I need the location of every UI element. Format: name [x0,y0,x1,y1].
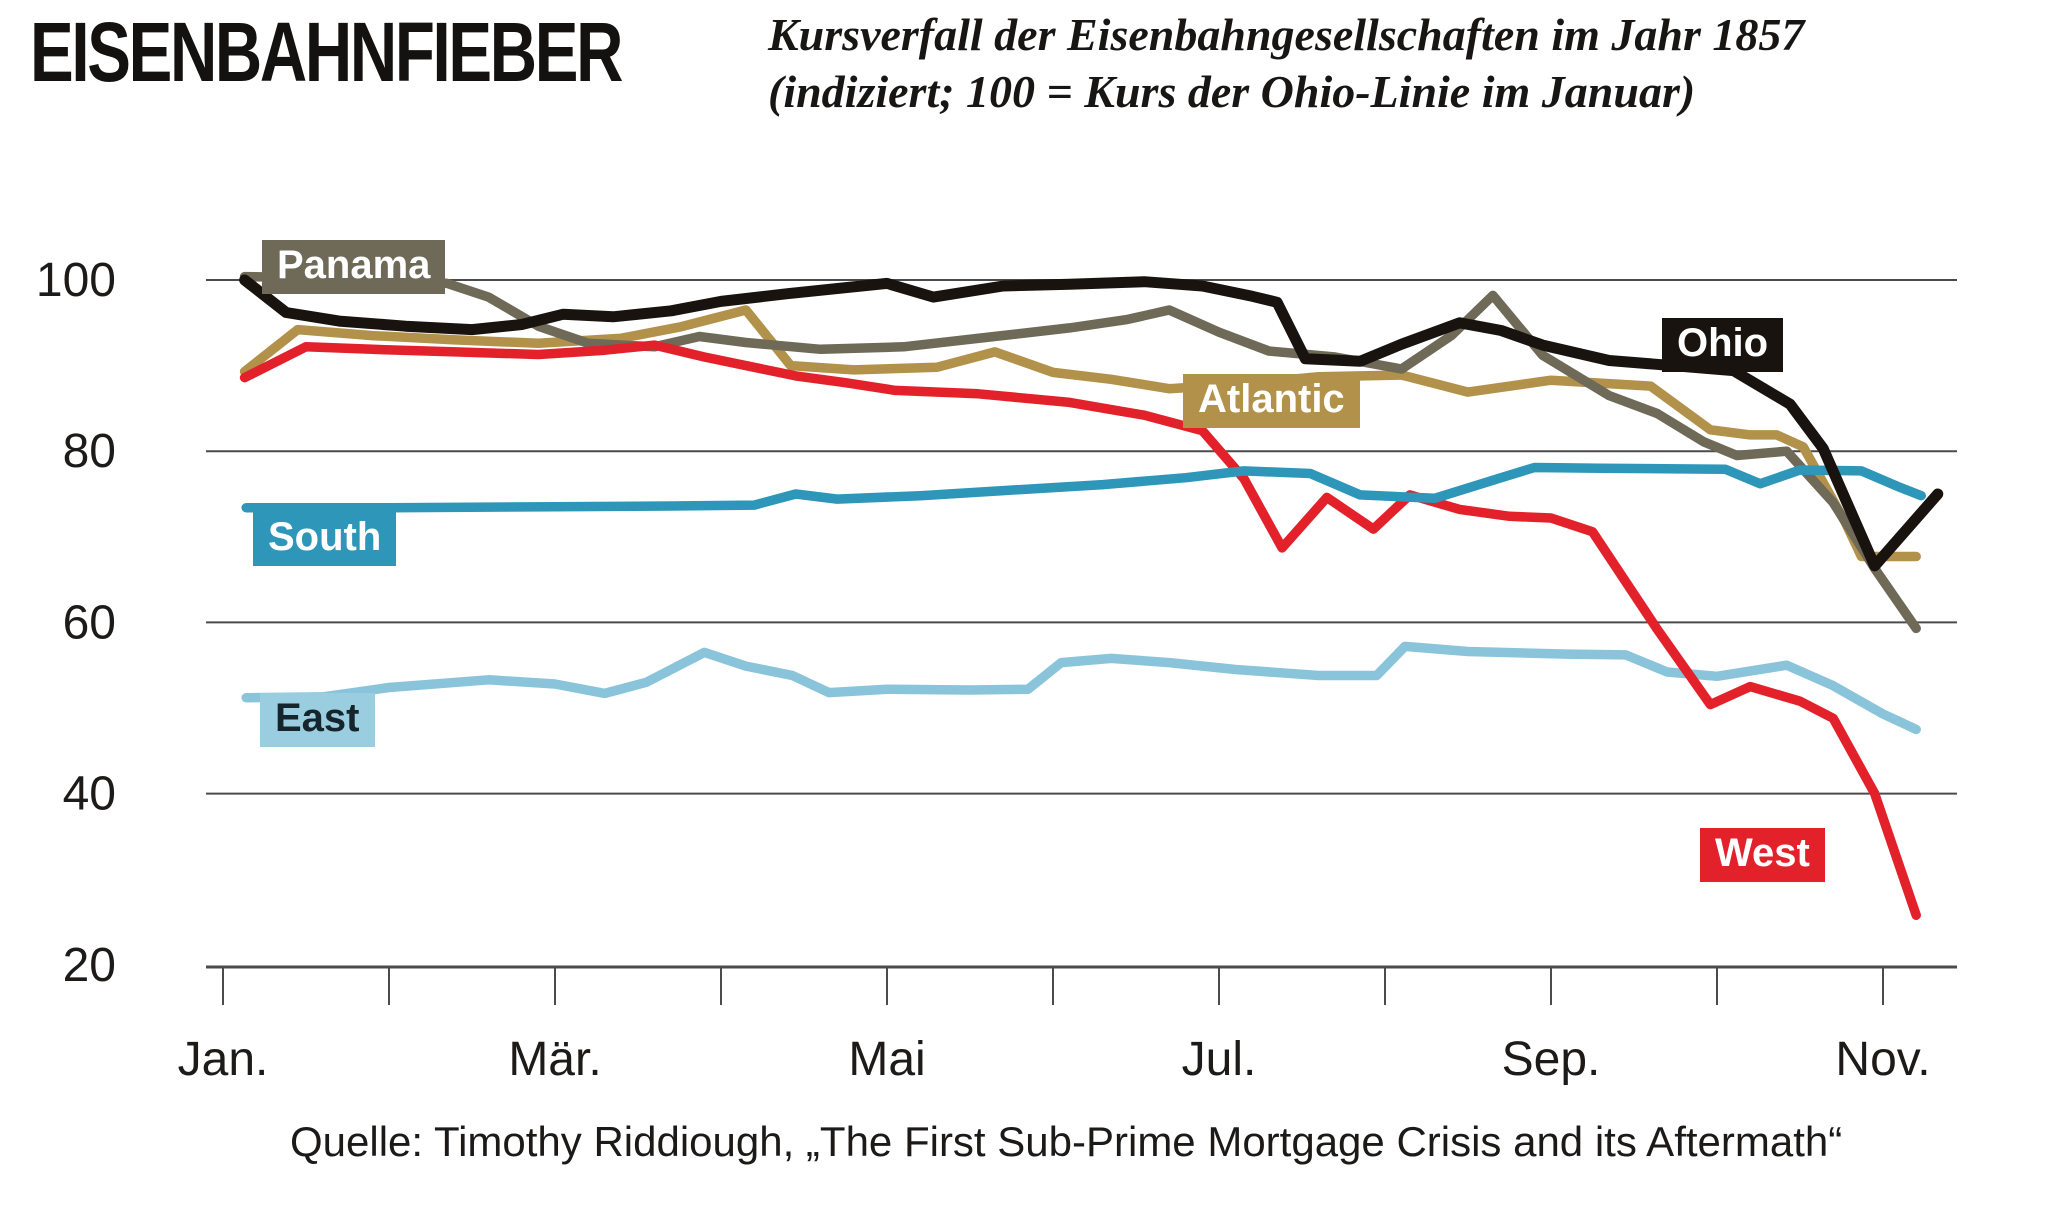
y-tick-label-20: 20 [63,939,116,992]
x-tick-label-sep: Sep. [1502,1033,1601,1086]
y-tick-label-100: 100 [36,254,116,307]
series-label-ohio: Ohio [1662,318,1784,372]
y-tick-label-60: 60 [63,596,116,649]
series-line-west [239,340,1921,920]
series-label-atlantic: Atlantic [1183,374,1360,428]
chart-subtitle: Kursverfall der Eisenbahngesellschaften … [768,6,1804,120]
series-label-west: West [1700,828,1825,882]
series-line-panama [239,271,1921,634]
series-label-east: East [260,693,375,747]
x-tick-label-mr: Mär. [508,1033,601,1086]
subtitle-line-1: Kursverfall der Eisenbahngesellschaften … [768,9,1805,60]
x-tick-label-jan: Jan. [178,1033,269,1086]
series-label-panama: Panama [262,240,446,294]
x-tick-label-nov: Nov. [1835,1033,1930,1086]
y-tick-label-40: 40 [63,768,116,821]
series-line-east [241,641,1921,735]
page-title: EISENBAHNFIEBER [30,5,623,99]
series-line-south [241,462,1926,513]
source-attribution: Quelle: Timothy Riddiough, „The First Su… [290,1118,1843,1165]
series-label-south: South [253,512,397,566]
x-tick-label-mai: Mai [848,1033,925,1086]
x-tick-label-jul: Jul. [1182,1033,1257,1086]
y-tick-label-80: 80 [63,425,116,478]
subtitle-line-2: (indiziert; 100 = Kurs der Ohio-Linie im… [768,66,1696,117]
